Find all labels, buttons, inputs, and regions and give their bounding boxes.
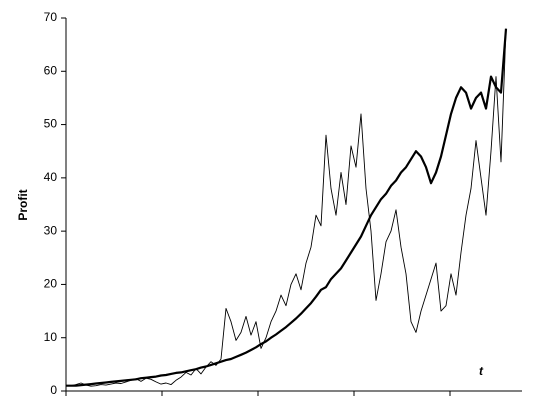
y-tick-label: 0 [50, 383, 57, 397]
y-tick-label: 30 [44, 223, 58, 237]
y-tick-label: 60 [44, 63, 58, 77]
y-tick-label: 20 [44, 277, 58, 291]
x-axis-label: t [479, 364, 484, 378]
y-tick-label: 40 [44, 170, 58, 184]
series-line [66, 28, 507, 387]
x-ticks [65, 391, 451, 396]
y-axis-label: Profit [16, 189, 30, 220]
y-tick-label: 10 [44, 330, 58, 344]
y-tick-label: 50 [44, 117, 58, 131]
series-line [66, 28, 508, 387]
y-tick-label: 70 [44, 10, 58, 24]
